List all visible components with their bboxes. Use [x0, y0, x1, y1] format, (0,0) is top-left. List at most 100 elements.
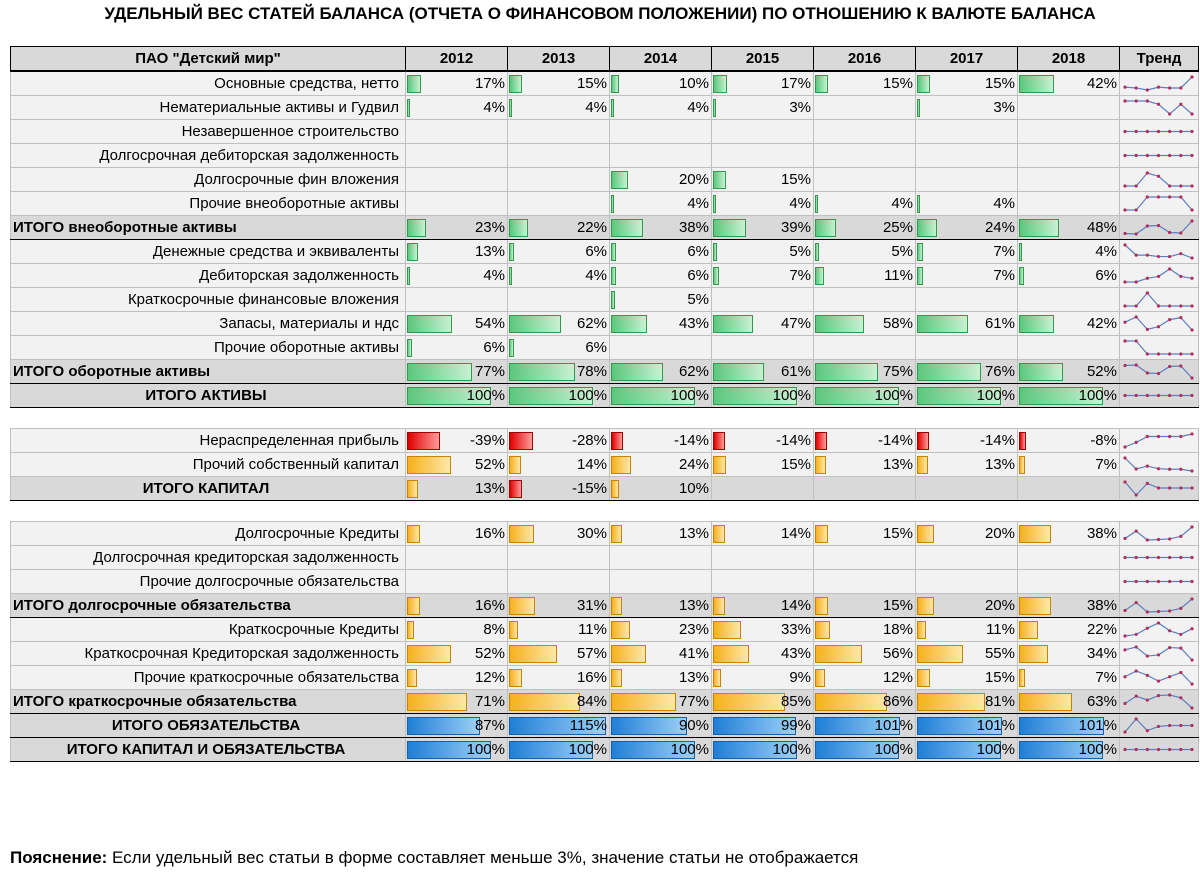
sparkline-svg — [1123, 243, 1194, 260]
value-cell: 38% — [1017, 521, 1120, 546]
header-company: ПАО "Детский мир" — [10, 46, 406, 72]
value-cell — [1017, 167, 1120, 192]
row-label: Запасы, материалы и ндс — [10, 311, 406, 336]
trend-sparkline — [1119, 95, 1199, 120]
value-cell: 17% — [405, 70, 508, 96]
value-text: -14% — [979, 432, 1015, 449]
value-text: 6% — [1095, 267, 1117, 284]
value-cell: 15% — [813, 593, 916, 618]
trend-sparkline — [1119, 383, 1199, 408]
value-text: 43% — [678, 315, 709, 332]
value-cell: 100% — [507, 737, 610, 762]
data-bar — [713, 75, 728, 93]
data-bar — [815, 219, 837, 237]
data-bar — [1019, 621, 1038, 639]
value-text: 4% — [789, 195, 811, 212]
sparkline-point — [1123, 208, 1127, 212]
value-text: 100% — [670, 741, 709, 758]
data-bar — [407, 387, 492, 405]
total-row: ИТОГО КАПИТАЛ 13% -15% 10% — [10, 476, 1199, 501]
row-label: Нематериальные активы и Гудвил — [10, 95, 406, 120]
value-text: 13% — [882, 456, 913, 473]
value-cell: 61% — [915, 311, 1018, 336]
sparkline-point — [1190, 153, 1194, 158]
value-text: 4% — [891, 195, 913, 212]
value-text: 47% — [780, 315, 811, 332]
value-cell — [915, 167, 1018, 192]
sparkline-point — [1145, 626, 1149, 630]
value-cell: 4% — [405, 263, 508, 288]
row-label: Прочие долгосрочные обязательства — [10, 569, 406, 594]
value-cell: 4% — [507, 263, 610, 288]
sparkline-point — [1168, 723, 1172, 728]
value-text: 99% — [780, 717, 811, 734]
value-text: 100% — [466, 387, 505, 404]
row-label: Краткосрочные Кредиты — [10, 617, 406, 642]
value-text: 24% — [984, 219, 1015, 236]
sparkline-point — [1168, 153, 1172, 158]
value-text: 100% — [1078, 741, 1117, 758]
sparkline-point — [1179, 316, 1183, 320]
value-text: 13% — [474, 480, 505, 497]
sparkline-point — [1156, 102, 1161, 106]
value-text: -14% — [775, 432, 811, 449]
data-bar — [509, 525, 535, 543]
sparkline-point — [1145, 610, 1149, 614]
trend-sparkline — [1119, 521, 1199, 546]
sparkline-point — [1123, 339, 1127, 343]
trend-sparkline — [1119, 713, 1199, 738]
value-cell: 85% — [711, 689, 814, 714]
value-text: 101% — [976, 717, 1015, 734]
sparkline-point — [1145, 195, 1149, 199]
value-text: 23% — [678, 621, 709, 638]
value-cell: 7% — [915, 239, 1018, 264]
value-text: 56% — [882, 645, 913, 662]
data-bar — [713, 693, 785, 711]
row-label: Прочие внеоборотные активы — [10, 191, 406, 216]
sparkline-svg — [1123, 621, 1194, 638]
trend-sparkline — [1119, 617, 1199, 642]
sparkline-point — [1123, 445, 1127, 449]
sparkline-point — [1145, 464, 1149, 468]
sparkline-point — [1156, 579, 1161, 584]
sparkline-point — [1179, 579, 1183, 584]
value-cell: 54% — [405, 311, 508, 336]
sparkline-point — [1179, 195, 1183, 199]
sparkline-svg — [1123, 171, 1194, 188]
sparkline-point — [1168, 609, 1172, 613]
sparkline-point — [1145, 291, 1149, 295]
sparkline-point — [1190, 627, 1194, 631]
sparkline-point — [1179, 274, 1183, 279]
data-bar — [611, 171, 628, 189]
sparkline-point — [1179, 670, 1183, 675]
sparkline-point — [1145, 224, 1149, 228]
value-text: 71% — [474, 693, 505, 710]
value-text: 87% — [474, 717, 505, 734]
sparkline-svg — [1123, 219, 1194, 236]
sparkline-point — [1168, 318, 1172, 322]
value-text: 6% — [585, 243, 607, 260]
data-bar — [713, 456, 726, 474]
sparkline-point — [1156, 254, 1161, 259]
sparkline-point — [1156, 352, 1161, 356]
value-cell: 13% — [915, 452, 1018, 477]
value-text: 100% — [1078, 387, 1117, 404]
sparkline-point — [1156, 195, 1161, 199]
row-label: Краткосрочная Кредиторская задолженность — [10, 641, 406, 666]
sparkline-point — [1190, 352, 1194, 356]
header-year: 2016 — [813, 46, 916, 72]
value-cell: 100% — [813, 737, 916, 762]
sparkline-point — [1168, 579, 1172, 584]
sparkline-point — [1134, 184, 1138, 188]
row-label: Долгосрочная кредиторская задолженность — [10, 545, 406, 570]
value-cell — [813, 167, 916, 192]
header-year: 2013 — [507, 46, 610, 72]
sparkline-point — [1190, 393, 1194, 398]
data-bar — [815, 243, 820, 261]
value-cell — [609, 143, 712, 168]
table-row: Краткосрочные Кредиты 8% 11% 23% 33% 18% 11% 22… — [10, 617, 1199, 642]
data-bar — [509, 432, 533, 450]
value-text: 84% — [576, 693, 607, 710]
table-row: Дебиторская задолженность 4% 4% 6% 7% 11% 7% 6% — [10, 263, 1199, 288]
value-text: 23% — [474, 219, 505, 236]
